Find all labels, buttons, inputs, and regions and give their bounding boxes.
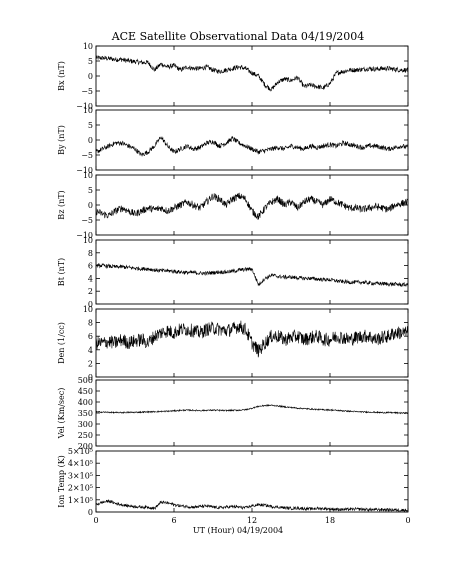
y-tick-label: 0 (88, 201, 93, 210)
x-tick-label: 0 (405, 516, 410, 525)
y-axis-label: Bz (nT) (57, 190, 66, 219)
y-tick-label: 350 (78, 409, 93, 418)
y-tick-label: −10 (76, 166, 93, 175)
y-tick-label: −5 (81, 151, 93, 160)
y-tick-label: 5×10⁵ (68, 447, 93, 456)
y-tick-label: 10 (83, 171, 93, 180)
series-line (95, 192, 409, 220)
x-tick-label: 6 (171, 516, 176, 525)
y-tick-label: −10 (76, 102, 93, 111)
y-tick-label: 8 (88, 319, 93, 328)
series-line (95, 55, 409, 92)
y-tick-label: 2 (88, 359, 93, 368)
panel-frame (95, 109, 409, 171)
y-tick-label: 1×10⁵ (68, 496, 93, 505)
y-tick-label: 0 (88, 136, 93, 145)
x-tick-label: 12 (247, 516, 257, 525)
y-tick-label: 250 (78, 431, 93, 440)
y-tick-label: 500 (78, 376, 93, 385)
y-tick-label: −5 (81, 216, 93, 225)
y-axis-label: Vel (Km/sec) (57, 388, 66, 440)
panel-frame (95, 174, 409, 236)
series-line (95, 320, 409, 358)
x-tick-label: 0 (93, 516, 98, 525)
panel-frame (95, 45, 409, 107)
y-tick-label: 0 (88, 72, 93, 81)
y-tick-label: 4 (88, 346, 93, 355)
y-tick-label: 5 (88, 121, 93, 130)
y-tick-label: 450 (78, 387, 93, 396)
panel-frame (95, 450, 409, 513)
y-tick-label: 2×10⁵ (68, 484, 93, 493)
y-tick-label: 4 (88, 274, 93, 283)
y-tick-label: 10 (83, 42, 93, 51)
y-axis-label: Bx (nT) (57, 61, 66, 91)
series-line (95, 135, 409, 157)
series-line (96, 403, 409, 415)
y-axis-label: Den (1/cc) (57, 322, 66, 364)
y-tick-label: 5 (88, 57, 93, 66)
y-axis-label: By (nT) (57, 125, 66, 155)
x-tick-label: 18 (325, 516, 335, 525)
y-axis-label: Ion Temp (K) (57, 455, 66, 508)
y-tick-label: 4×10⁵ (68, 459, 93, 468)
y-tick-label: 10 (83, 305, 93, 314)
y-tick-label: 0 (88, 508, 93, 517)
y-tick-label: 3×10⁵ (68, 471, 93, 480)
y-tick-label: 2 (88, 287, 93, 296)
y-tick-label: 6 (88, 332, 93, 341)
y-axis-label: Bt (nT) (57, 258, 66, 286)
panels-group: 10 5 0 −5 −10 Bx (nT) 10 5 0 −5 −10 By (nT) 10 5 0 −5 −1… (57, 42, 409, 517)
y-tick-label: 5 (88, 186, 93, 195)
series-line (95, 499, 409, 513)
chart-title: ACE Satellite Observational Data 04/19/2… (111, 30, 365, 43)
y-tick-label: −10 (76, 231, 93, 240)
y-tick-label: 6 (88, 262, 93, 271)
y-tick-label: −5 (81, 87, 93, 96)
y-tick-label: 400 (78, 398, 93, 407)
y-tick-label: 10 (83, 236, 93, 245)
y-tick-label: 200 (78, 442, 93, 451)
x-axis-label: UT (Hour) 04/19/2004 (193, 526, 283, 535)
x-axis: 0 6 12 18 0 (93, 516, 410, 525)
y-tick-label: 10 (83, 106, 93, 115)
y-tick-label: 300 (78, 420, 93, 429)
y-tick-label: 8 (88, 249, 93, 258)
y-tick-label: 0 (88, 300, 93, 309)
y-tick-label: 0 (88, 373, 93, 382)
panel-frame (95, 239, 409, 305)
series-line (95, 262, 409, 287)
